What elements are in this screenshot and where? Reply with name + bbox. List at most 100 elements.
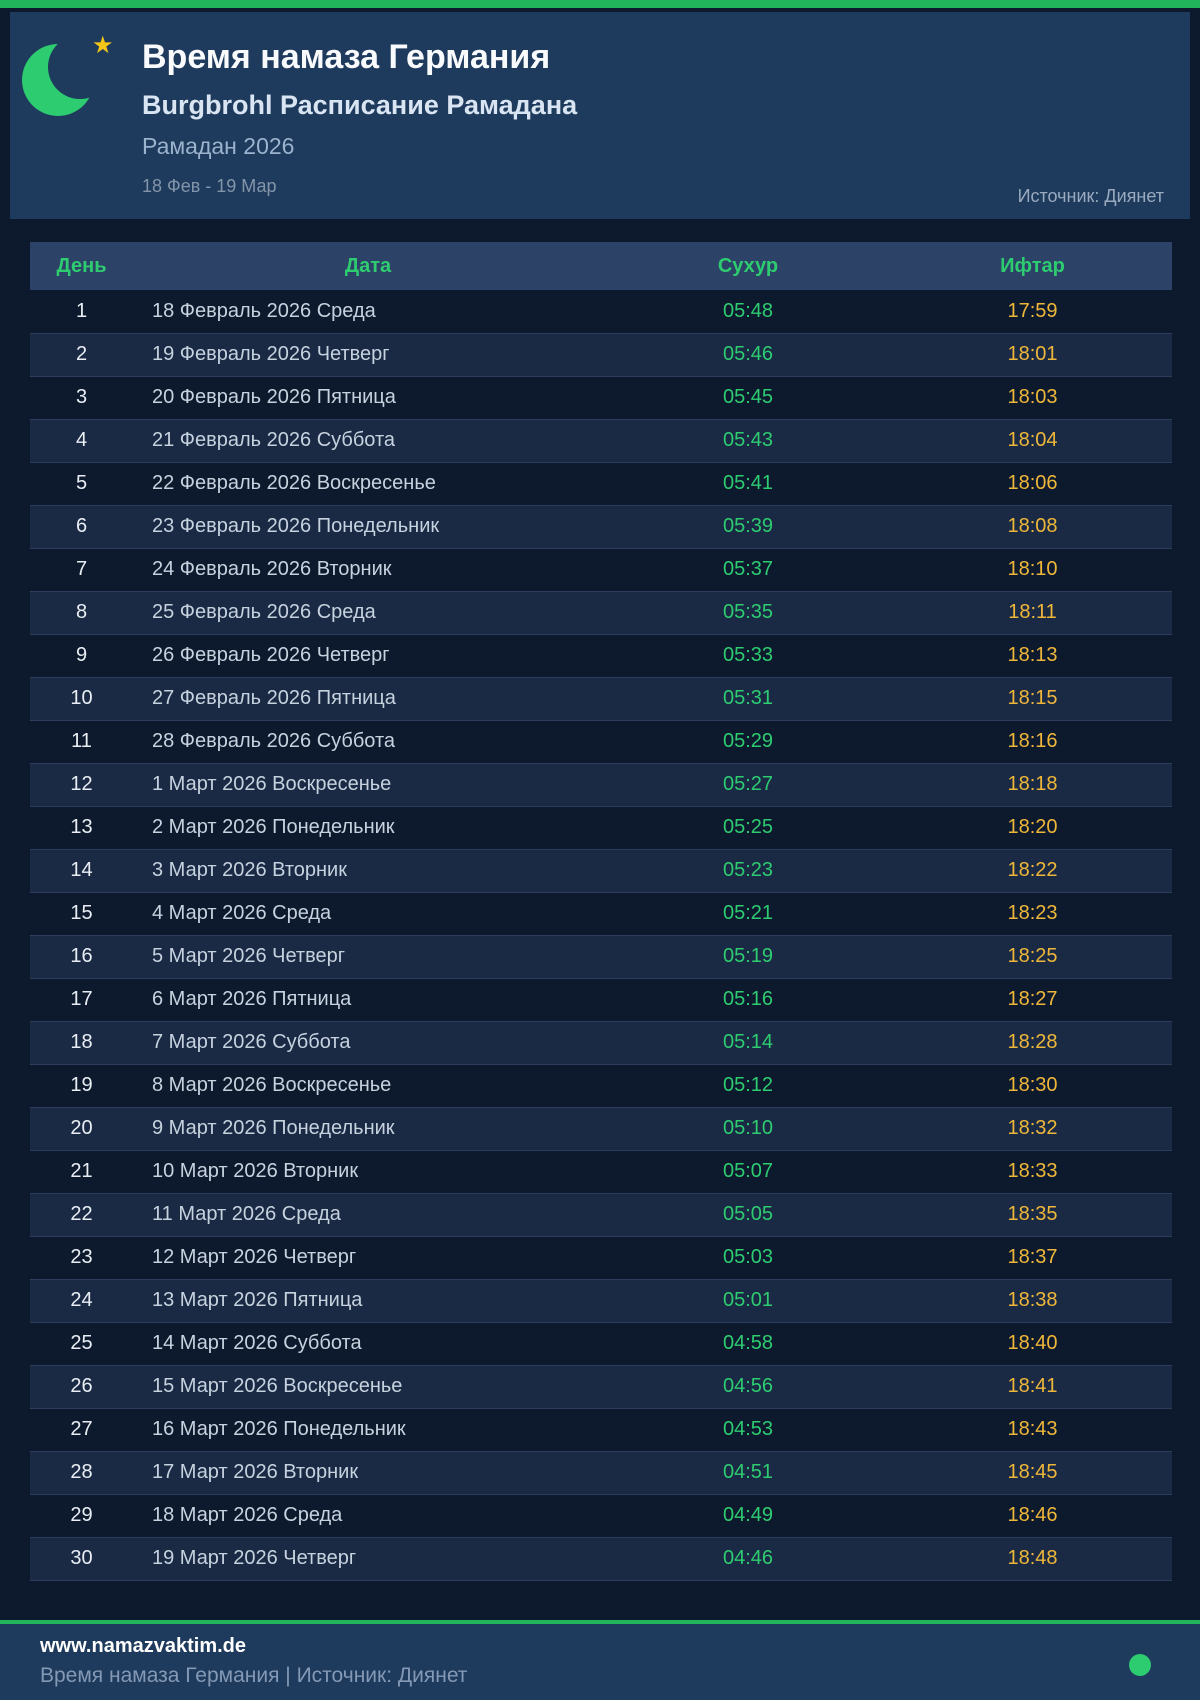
date-cell: 2 Март 2026 Понедельник [152,816,395,838]
day-cell: 30 [30,1536,133,1581]
website-url: www.namazvaktim.de [40,1635,246,1657]
table-row: 4 21 Февраль 2026 Суббота 05:43 18:04 [30,418,1172,463]
suhur-cell: 05:25 [722,816,774,838]
day-cell: 19 [70,1074,93,1096]
table-row: 8 25 Февраль 2026 Среда 05:35 18:11 [30,590,1172,635]
date-cell: 5 Март 2026 Четверг [133,934,603,979]
suhur-cell: 04:51 [603,1450,893,1495]
day-cell: 27 [70,1418,93,1440]
suhur-cell: 05:37 [722,558,774,580]
crescent-moon-cutout [48,35,112,99]
iftar-cell: 18:27 [1007,988,1058,1010]
suhur-cell: 05:31 [603,676,893,721]
date-cell: 8 Март 2026 Воскресенье [152,1074,392,1096]
date-cell: 11 Март 2026 Среда [133,1192,603,1237]
iftar-cell: 18:22 [893,848,1172,893]
table-row: 11 28 Февраль 2026 Суббота 05:29 18:16 [30,720,1172,763]
table-row: 2 19 Февраль 2026 Четверг 05:46 18:01 [30,332,1172,377]
header-panel: ★ Время намаза Германия Burgbrohl Распис… [10,12,1190,219]
suhur-cell: 05:39 [603,504,893,549]
suhur-cell: 05:27 [603,762,893,807]
suhur-cell: 04:58 [722,1332,774,1354]
suhur-cell: 05:35 [603,590,893,635]
day-cell: 25 [70,1332,93,1354]
table-row: 23 12 Март 2026 Четверг 05:03 18:37 [30,1236,1172,1279]
top-accent-bar [0,0,1200,8]
iftar-cell: 18:15 [893,676,1172,721]
table-row: 3 20 Февраль 2026 Пятница 05:45 18:03 [30,376,1172,419]
iftar-cell: 18:48 [893,1536,1172,1581]
suhur-cell: 04:49 [722,1504,774,1526]
date-cell: 23 Февраль 2026 Понедельник [133,504,603,549]
column-header-suhur: Сухур [603,242,893,290]
suhur-cell: 05:29 [722,730,774,752]
table-row: 10 27 Февраль 2026 Пятница 05:31 18:15 [30,676,1172,721]
date-cell: 28 Февраль 2026 Суббота [152,730,396,752]
column-header-day: День [30,242,133,290]
schedule-table-body: 1 18 Февраль 2026 Среда 05:48 17:59 2 19… [30,290,1172,1581]
date-cell: 18 Февраль 2026 Среда [152,299,376,322]
date-cell: 9 Март 2026 Понедельник [133,1106,603,1151]
ramadan-year-label: Рамадан 2026 [142,133,295,159]
iftar-cell: 18:35 [893,1192,1172,1237]
table-row: 9 26 Февраль 2026 Четверг 05:33 18:13 [30,634,1172,677]
page-title: Время намаза Германия [142,38,551,76]
iftar-cell: 18:38 [893,1278,1172,1323]
day-cell: 17 [70,988,93,1010]
table-header-row: День Дата Сухур Ифтар [30,242,1172,290]
suhur-cell: 05:43 [603,418,893,463]
table-row: 15 4 Март 2026 Среда 05:21 18:23 [30,892,1172,935]
table-row: 14 3 Март 2026 Вторник 05:23 18:22 [30,848,1172,893]
date-range-label: 18 Фев - 19 Мар [142,176,277,196]
day-cell: 2 [30,332,133,377]
suhur-cell: 05:07 [722,1160,774,1182]
column-header-iftar: Ифтар [893,242,1172,290]
day-cell: 22 [30,1192,133,1237]
date-cell: 15 Март 2026 Воскресенье [133,1364,603,1409]
date-cell: 14 Март 2026 Суббота [152,1332,362,1354]
suhur-cell: 05:19 [603,934,893,979]
table-row: 1 18 Февраль 2026 Среда 05:48 17:59 [30,290,1172,333]
date-cell: 3 Март 2026 Вторник [133,848,603,893]
table-row: 29 18 Март 2026 Среда 04:49 18:46 [30,1494,1172,1537]
date-cell: 18 Март 2026 Среда [152,1504,343,1526]
suhur-cell: 05:01 [603,1278,893,1323]
suhur-cell: 05:45 [722,386,774,408]
iftar-cell: 18:03 [1007,386,1058,408]
suhur-cell: 04:53 [722,1418,774,1440]
suhur-cell: 05:23 [603,848,893,893]
table-row: 30 19 Март 2026 Четверг 04:46 18:48 [30,1536,1172,1581]
iftar-cell: 18:16 [1007,730,1058,752]
date-cell: 27 Февраль 2026 Пятница [133,676,603,721]
suhur-cell: 05:46 [603,332,893,377]
iftar-cell: 18:06 [1007,472,1058,494]
suhur-cell: 05:33 [722,644,774,666]
table-row: 17 6 Март 2026 Пятница 05:16 18:27 [30,978,1172,1021]
day-cell: 15 [70,902,93,924]
footer-tagline: Время намаза Германия | Источник: Диянет [40,1664,468,1687]
iftar-cell: 18:08 [893,504,1172,549]
day-cell: 9 [75,644,88,666]
day-cell: 4 [30,418,133,463]
date-cell: 12 Март 2026 Четверг [152,1246,357,1268]
suhur-cell: 04:46 [603,1536,893,1581]
day-cell: 3 [75,386,88,408]
day-cell: 5 [75,472,88,494]
iftar-cell: 18:37 [1007,1246,1058,1268]
table-row: 25 14 Март 2026 Суббота 04:58 18:40 [30,1322,1172,1365]
date-cell: 16 Март 2026 Понедельник [152,1418,406,1440]
date-cell: 24 Февраль 2026 Вторник [152,558,392,580]
table-row: 21 10 Март 2026 Вторник 05:07 18:33 [30,1150,1172,1193]
iftar-cell: 18:41 [893,1364,1172,1409]
table-row: 7 24 Февраль 2026 Вторник 05:37 18:10 [30,548,1172,591]
table-row: 24 13 Март 2026 Пятница 05:01 18:38 [30,1278,1172,1323]
day-cell: 1 [75,299,88,322]
source-label: Источник: Диянет [1017,186,1164,206]
date-cell: 19 Февраль 2026 Четверг [133,332,603,377]
iftar-cell: 18:46 [1007,1504,1058,1526]
table-row: 6 23 Февраль 2026 Понедельник 05:39 18:0… [30,504,1172,549]
day-cell: 29 [70,1504,93,1526]
footer-accent-line [0,1620,1200,1624]
suhur-cell: 05:12 [722,1074,774,1096]
day-cell: 12 [30,762,133,807]
